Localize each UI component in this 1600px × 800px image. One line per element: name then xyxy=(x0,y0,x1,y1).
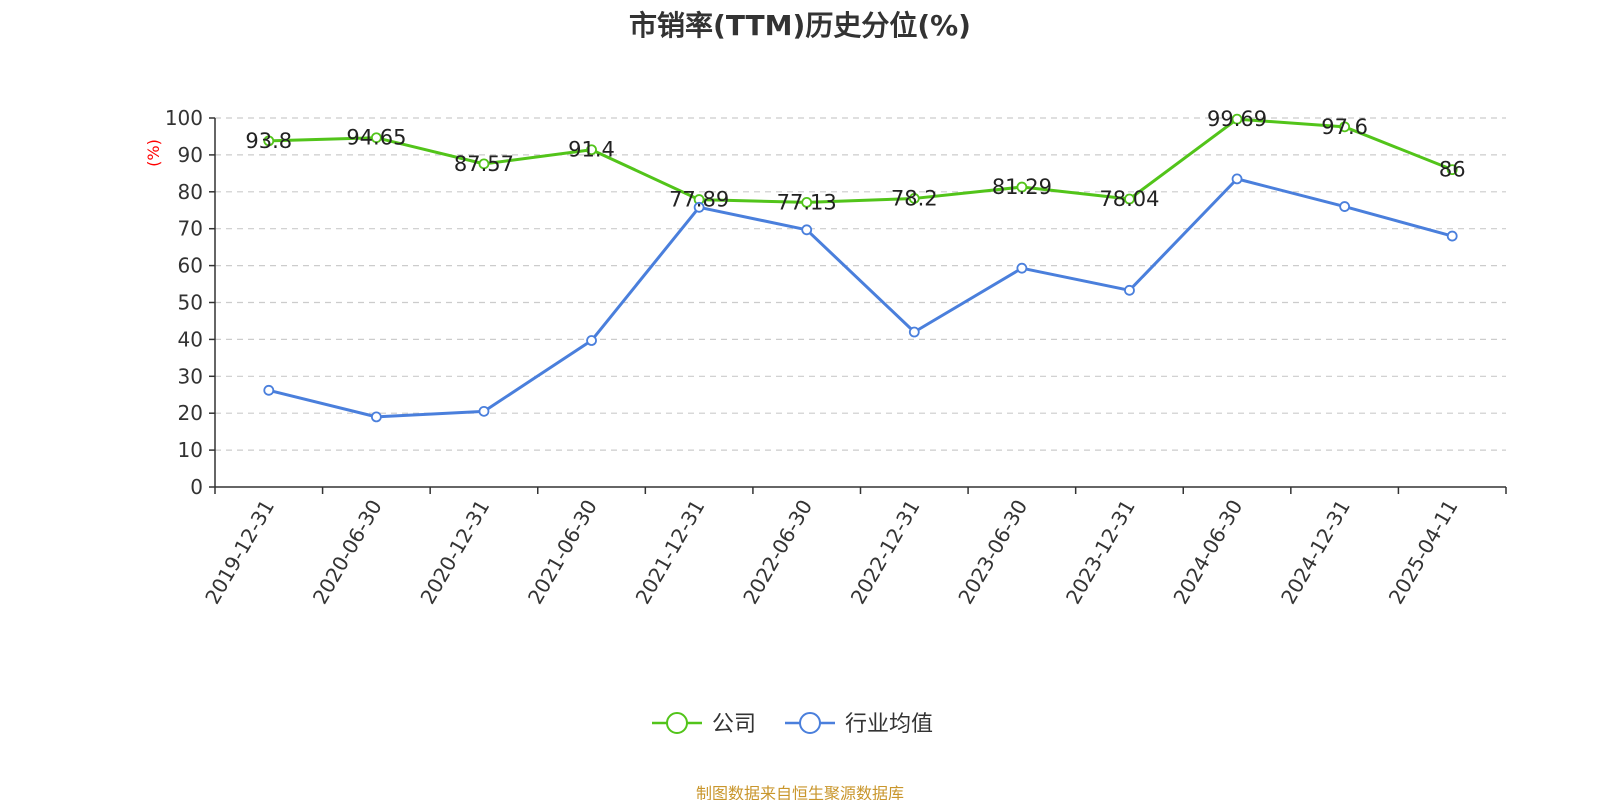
x-tick-label: 2022-12-31 xyxy=(846,496,925,609)
x-tick-label: 2019-12-31 xyxy=(200,496,279,609)
y-tick-label: 0 xyxy=(190,475,203,499)
x-tick-label: 2020-06-30 xyxy=(308,496,387,609)
x-tick-label: 2020-12-31 xyxy=(415,496,494,609)
y-tick-label: 50 xyxy=(178,291,203,315)
y-tick-label: 40 xyxy=(178,327,203,351)
series-layer xyxy=(263,113,1458,423)
series-1-point[interactable] xyxy=(908,326,920,338)
series-0-point[interactable] xyxy=(263,135,275,147)
series-0-point[interactable] xyxy=(1339,121,1351,133)
data-label: 81.29 xyxy=(992,175,1052,199)
y-tick-label: 30 xyxy=(178,364,203,388)
data-label: 86 xyxy=(1439,158,1466,182)
series-0-point[interactable] xyxy=(908,193,920,204)
x-tick-label: 2025-04-11 xyxy=(1384,496,1463,609)
series-0-point[interactable] xyxy=(1231,113,1243,125)
data-label: 77.89 xyxy=(669,188,729,212)
series-0-point[interactable] xyxy=(1016,181,1028,193)
y-tick-label: 100 xyxy=(165,106,203,130)
chart-title: 市销率(TTM)历史分位(%) xyxy=(629,9,971,42)
series-1-point[interactable] xyxy=(1231,173,1243,185)
y-tick-label: 90 xyxy=(178,143,203,167)
axis-layer: 0 10 20 30 40 50 60 70 80 90 100(%) 2019-12-31 2020-… xyxy=(144,106,1507,609)
x-tick-label: 2024-06-30 xyxy=(1168,496,1247,609)
y-tick-label: 80 xyxy=(178,180,203,204)
legend-marker-1 xyxy=(799,712,821,734)
series-0-point[interactable] xyxy=(1446,164,1458,176)
series-0-point[interactable] xyxy=(478,158,490,170)
legend-label-1[interactable]: 行业均值 xyxy=(845,712,933,737)
series-1-point[interactable] xyxy=(586,335,597,346)
data-label: 99.69 xyxy=(1207,107,1267,131)
series-1-point[interactable] xyxy=(370,411,382,423)
x-tick-label: 2021-12-31 xyxy=(631,496,710,609)
series-1-point[interactable] xyxy=(478,405,490,417)
x-tick-label: 2022-06-30 xyxy=(738,496,817,609)
y-tick-label: 70 xyxy=(178,217,203,241)
label-layer: 93.8 94.65 87.57 91.4 77.89 77.13 78.2 81.29 78.… xyxy=(245,107,1465,214)
x-tick-label: 2023-06-30 xyxy=(953,496,1032,609)
data-label: 78.2 xyxy=(891,186,938,210)
series-0-point[interactable] xyxy=(801,196,813,208)
data-label: 94.65 xyxy=(346,126,406,150)
data-label: 97.6 xyxy=(1321,115,1368,139)
x-tick-label: 2023-12-31 xyxy=(1061,496,1140,609)
series-1-point[interactable] xyxy=(1446,230,1458,242)
data-label: 87.57 xyxy=(454,152,514,176)
y-tick-label: 10 xyxy=(178,438,203,462)
y-tick-label: 60 xyxy=(178,254,203,278)
series-1-point[interactable] xyxy=(263,384,275,396)
x-tick-label: 2021-06-30 xyxy=(523,496,602,609)
source-note: 制图数据来自恒生聚源数据库 xyxy=(695,784,904,800)
series-0-point[interactable] xyxy=(1124,193,1135,205)
series-0-point[interactable] xyxy=(586,144,597,156)
legend-marker-0 xyxy=(666,712,688,734)
series-1-point[interactable] xyxy=(1124,284,1135,296)
series-line-0 xyxy=(268,117,1453,204)
data-label: 77.13 xyxy=(777,190,837,214)
series-1-point[interactable] xyxy=(1339,201,1351,212)
legend[interactable]: 公司 行业均值 xyxy=(652,712,933,737)
series-1-point[interactable] xyxy=(1016,262,1028,274)
data-label: 91.4 xyxy=(568,138,615,162)
series-0-point[interactable] xyxy=(370,132,382,144)
data-label: 93.8 xyxy=(245,129,292,153)
x-tick-label: 2024-12-31 xyxy=(1276,496,1355,609)
legend-label-0[interactable]: 公司 xyxy=(712,712,756,737)
series-1-point[interactable] xyxy=(801,224,813,236)
data-label: 78.04 xyxy=(1099,187,1159,211)
series-line-1 xyxy=(268,177,1453,419)
series-1-point[interactable] xyxy=(693,201,705,213)
y-tick-label: 20 xyxy=(178,401,203,425)
y-axis-unit-label: (%) xyxy=(144,139,163,167)
grid-layer xyxy=(215,117,1506,451)
